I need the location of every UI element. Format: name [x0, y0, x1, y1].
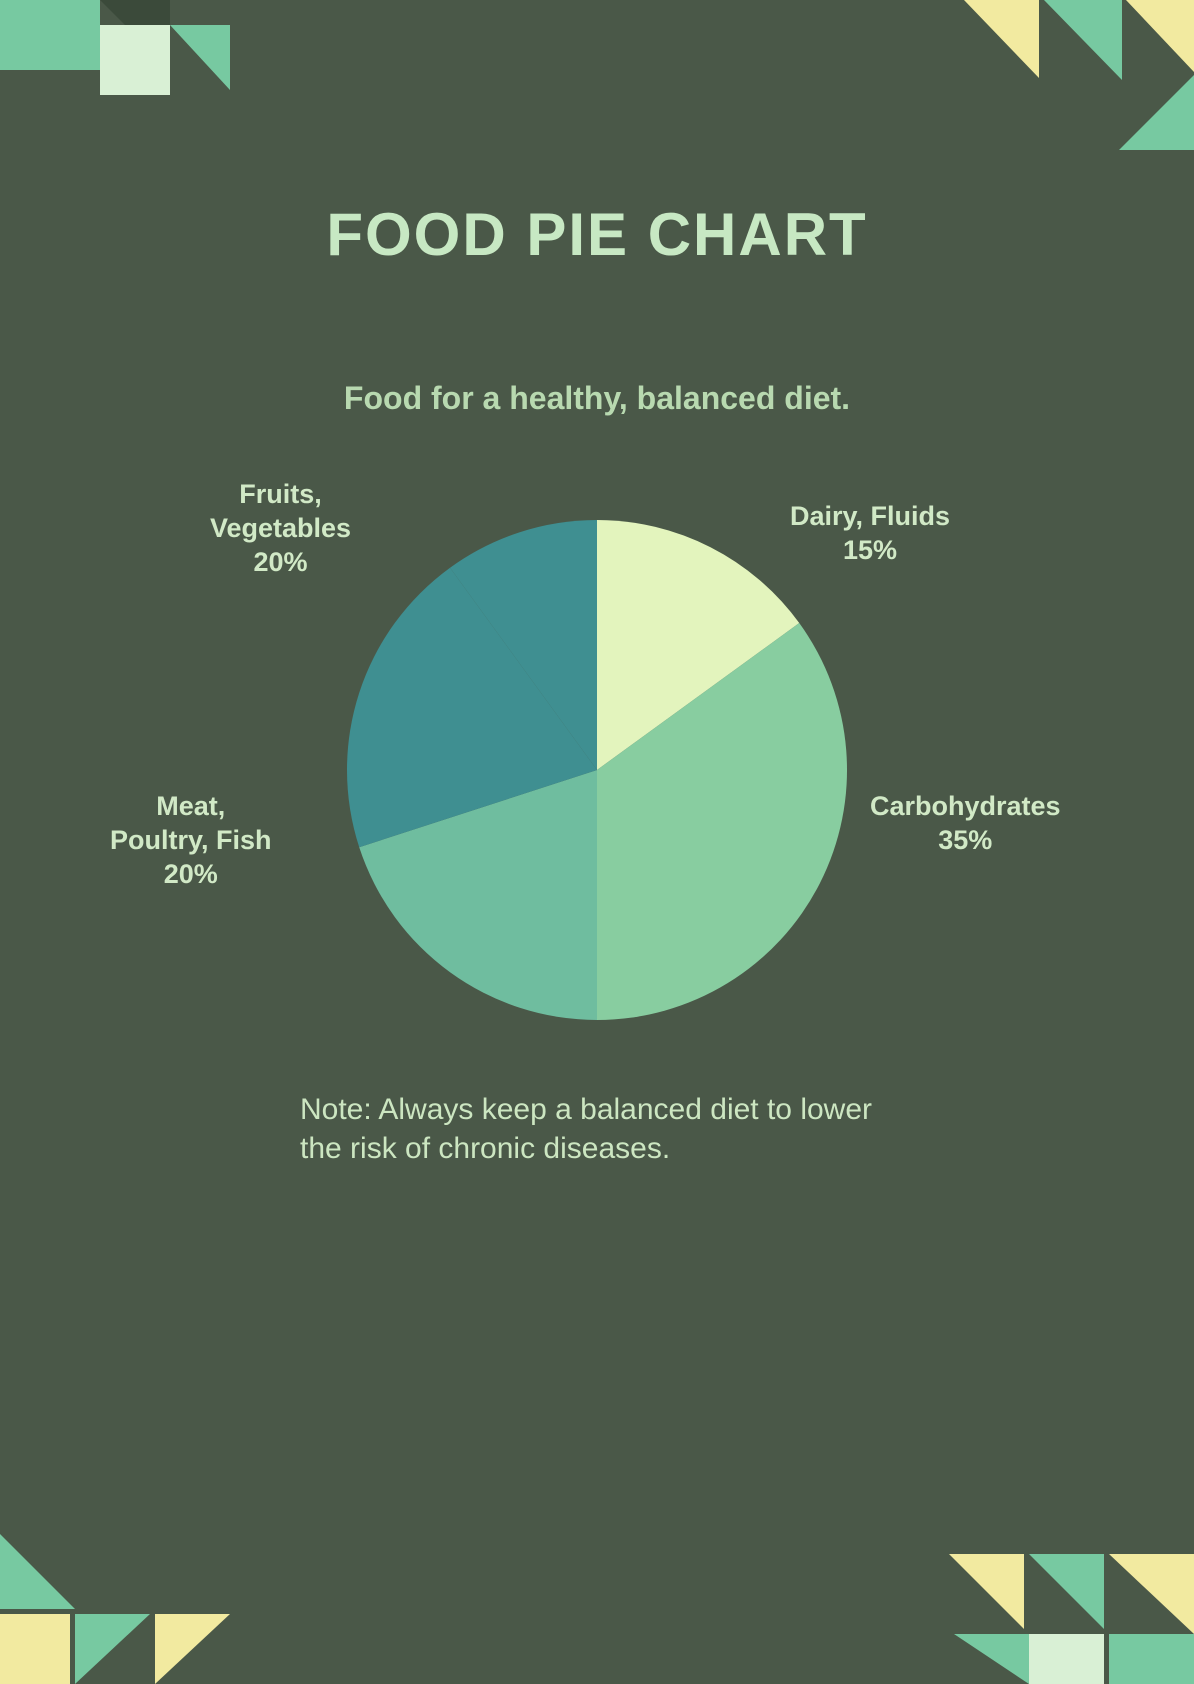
chart-subtitle: Food for a healthy, balanced diet.	[0, 380, 1194, 417]
pie-chart	[347, 520, 847, 1020]
chart-title: FOOD PIE CHART	[0, 200, 1194, 269]
pie-slice-label: Dairy, Fluids 15%	[790, 500, 950, 568]
pie-slice-label: Meat, Poultry, Fish 20%	[110, 790, 272, 891]
corner-decoration-bottom-right	[854, 1484, 1194, 1684]
footer-note: Note: Always keep a balanced diet to low…	[300, 1090, 920, 1168]
pie-chart-container	[0, 490, 1194, 1050]
corner-decoration-top-left	[0, 0, 250, 150]
pie-slice-label: Fruits, Vegetables 20%	[210, 478, 351, 579]
pie-slice-label: Carbohydrates 35%	[870, 790, 1061, 858]
page-root: FOOD PIE CHART Food for a healthy, balan…	[0, 0, 1194, 1684]
corner-decoration-top-right	[894, 0, 1194, 160]
corner-decoration-bottom-left	[0, 1524, 320, 1684]
